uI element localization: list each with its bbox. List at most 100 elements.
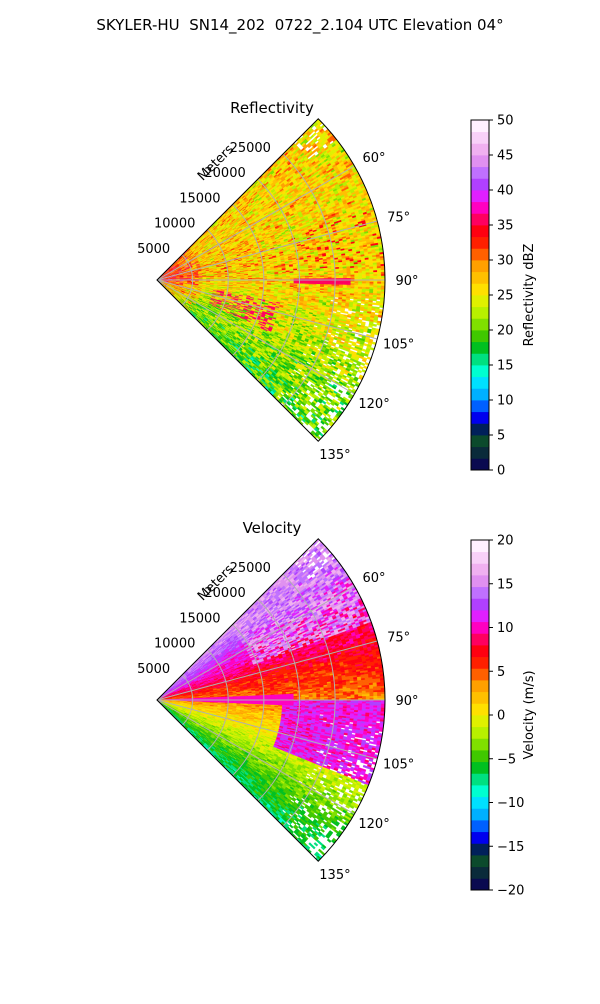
colorbar-tick-label: 10 bbox=[497, 621, 514, 636]
colorbar-swatch bbox=[471, 237, 489, 249]
colorbar-tick-label: 45 bbox=[497, 149, 514, 164]
colorbar-swatch bbox=[471, 563, 489, 575]
colorbar-swatch bbox=[471, 412, 489, 424]
angle-tick-label: 75° bbox=[387, 630, 410, 645]
angle-tick-label: 120° bbox=[358, 397, 389, 412]
colorbar-swatch bbox=[471, 283, 489, 295]
colorbar-tick-label: −10 bbox=[497, 796, 524, 811]
colorbar-swatch bbox=[471, 703, 489, 715]
colorbar-tick-label: 25 bbox=[497, 289, 514, 304]
colorbar-swatch bbox=[471, 820, 489, 832]
colorbar-swatch bbox=[471, 773, 489, 785]
colorbar-swatch bbox=[471, 365, 489, 377]
colorbar-tick-label: −5 bbox=[497, 752, 516, 767]
colorbar-swatch bbox=[471, 248, 489, 260]
angle-tick-label: 120° bbox=[358, 817, 389, 832]
colorbar-swatch bbox=[471, 353, 489, 365]
colorbar-swatch bbox=[471, 808, 489, 820]
radial-tick-label: 15000 bbox=[179, 611, 220, 626]
colorbar-swatch bbox=[471, 622, 489, 634]
colorbar-swatch bbox=[471, 738, 489, 750]
colorbar-swatch bbox=[471, 120, 489, 132]
angle-tick-label: 135° bbox=[319, 448, 350, 463]
colorbar-label: Velocity (m/s) bbox=[522, 670, 537, 759]
colorbar-swatch bbox=[471, 668, 489, 680]
colorbar-swatch bbox=[471, 272, 489, 284]
colorbar-swatch bbox=[471, 680, 489, 692]
colorbar-swatch bbox=[471, 692, 489, 704]
angle-tick-label: 60° bbox=[363, 151, 386, 166]
colorbar-tick-label: 0 bbox=[497, 709, 505, 724]
colorbar-swatch bbox=[471, 143, 489, 155]
colorbar-swatch bbox=[471, 843, 489, 855]
colorbar-swatch bbox=[471, 178, 489, 190]
colorbar-swatch bbox=[471, 377, 489, 389]
radial-tick-label: 5000 bbox=[137, 662, 170, 677]
colorbar-swatch bbox=[471, 575, 489, 587]
colorbar-swatch bbox=[471, 225, 489, 237]
colorbar-tick-label: −15 bbox=[497, 840, 524, 855]
angle-tick-label: 60° bbox=[363, 571, 386, 586]
colorbar-swatch bbox=[471, 213, 489, 225]
colorbar-swatch bbox=[471, 878, 489, 890]
colorbar-swatch bbox=[471, 645, 489, 657]
colorbar-swatch bbox=[471, 307, 489, 319]
colorbar-tick-label: 40 bbox=[497, 184, 514, 199]
angle-tick-label: 135° bbox=[319, 868, 350, 883]
colorbar-tick-label: 20 bbox=[497, 324, 514, 339]
colorbar-tick-label: 5 bbox=[497, 429, 505, 444]
colorbar-swatch bbox=[471, 598, 489, 610]
colorbar-swatch bbox=[471, 587, 489, 599]
colorbar-swatch bbox=[471, 750, 489, 762]
colorbar-swatch bbox=[471, 202, 489, 214]
colorbar-swatch bbox=[471, 540, 489, 552]
colorbar-swatch bbox=[471, 610, 489, 622]
colorbar-swatch bbox=[471, 167, 489, 179]
colorbar-swatch bbox=[471, 785, 489, 797]
colorbar-swatch bbox=[471, 132, 489, 144]
angle-tick-label: 75° bbox=[387, 210, 410, 225]
colorbar-swatch bbox=[471, 832, 489, 844]
angle-tick-label: 90° bbox=[395, 694, 418, 709]
angle-tick-label: 105° bbox=[383, 338, 414, 353]
radial-tick-label: 10000 bbox=[154, 637, 195, 652]
chart-title: Reflectivity bbox=[230, 99, 314, 117]
colorbar-tick-label: 35 bbox=[497, 219, 514, 234]
colorbar-swatch bbox=[471, 155, 489, 167]
colorbar-swatch bbox=[471, 330, 489, 342]
radial-tick-label: 5000 bbox=[137, 242, 170, 257]
colorbar-swatch bbox=[471, 423, 489, 435]
angle-tick-label: 90° bbox=[395, 274, 418, 289]
chart-reflectivity: Reflectivity500010000150002000025000Mete… bbox=[137, 99, 537, 479]
radial-tick-label: 10000 bbox=[154, 217, 195, 232]
colorbar-swatch bbox=[471, 552, 489, 564]
colorbar-swatch bbox=[471, 762, 489, 774]
figure-title: SKYLER-HU SN14_202 0722_2.104 UTC Elevat… bbox=[0, 16, 600, 34]
colorbar-tick-label: 0 bbox=[497, 464, 505, 479]
colorbar-swatch bbox=[471, 657, 489, 669]
colorbar-label: Reflectivity dBZ bbox=[522, 244, 537, 347]
colorbar-swatch bbox=[471, 342, 489, 354]
colorbar-swatch bbox=[471, 727, 489, 739]
colorbar-tick-label: −20 bbox=[497, 884, 524, 899]
colorbar-swatch bbox=[471, 797, 489, 809]
colorbar-swatch bbox=[471, 190, 489, 202]
colorbar-swatch bbox=[471, 260, 489, 272]
colorbar-tick-label: 10 bbox=[497, 394, 514, 409]
colorbar-swatch bbox=[471, 388, 489, 400]
colorbar-tick-label: 5 bbox=[497, 665, 505, 680]
colorbar-tick-label: 50 bbox=[497, 114, 514, 129]
colorbar-swatch bbox=[471, 318, 489, 330]
colorbar-swatch bbox=[471, 447, 489, 459]
colorbar-tick-label: 30 bbox=[497, 254, 514, 269]
colorbar-swatch bbox=[471, 867, 489, 879]
angle-tick-label: 105° bbox=[383, 758, 414, 773]
radial-tick-label: 15000 bbox=[179, 191, 220, 206]
colorbar-tick-label: 15 bbox=[497, 577, 514, 592]
colorbar-swatch bbox=[471, 458, 489, 470]
